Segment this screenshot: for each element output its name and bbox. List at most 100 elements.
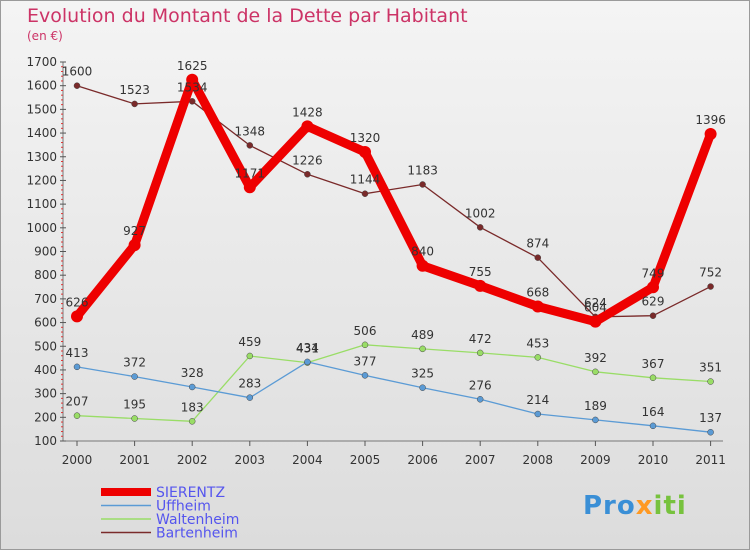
data-point-bartenheim bbox=[419, 181, 426, 188]
data-label-bartenheim: 874 bbox=[526, 237, 549, 251]
y-tick-label: 1700 bbox=[26, 55, 57, 69]
data-label-bartenheim: 624 bbox=[584, 296, 607, 310]
y-tick-label: 900 bbox=[34, 245, 57, 259]
data-label-sierentz: 1320 bbox=[350, 131, 381, 145]
data-label-sierentz: 927 bbox=[123, 224, 146, 238]
data-point-uffheim bbox=[476, 396, 484, 403]
y-tick-label: 500 bbox=[34, 339, 57, 353]
logo-part-2: x bbox=[635, 491, 654, 521]
data-label-uffheim: 164 bbox=[642, 405, 665, 419]
data-point-waltenheim bbox=[476, 349, 484, 357]
data-label-uffheim: 413 bbox=[66, 346, 89, 360]
data-point-sierentz bbox=[128, 239, 141, 252]
data-label-bartenheim: 1144 bbox=[350, 173, 381, 187]
data-point-sierentz bbox=[647, 281, 659, 294]
data-point-uffheim bbox=[592, 416, 599, 424]
y-tick-label: 300 bbox=[34, 387, 57, 401]
x-tick-label: 2010 bbox=[638, 453, 669, 467]
data-point-sierentz bbox=[589, 315, 602, 328]
data-label-sierentz: 749 bbox=[642, 266, 665, 280]
y-tick-label: 1600 bbox=[26, 79, 57, 93]
data-label-sierentz: 1428 bbox=[292, 105, 323, 119]
data-label-waltenheim: 453 bbox=[526, 336, 549, 350]
data-label-uffheim: 328 bbox=[181, 366, 204, 380]
x-tick-label: 2011 bbox=[695, 453, 726, 467]
data-label-waltenheim: 195 bbox=[123, 397, 146, 411]
logo-part-1: Pro bbox=[583, 491, 636, 521]
data-label-sierentz: 755 bbox=[469, 265, 492, 279]
y-tick-label: 1500 bbox=[26, 102, 57, 116]
data-point-bartenheim bbox=[73, 82, 81, 89]
y-tick-label: 1400 bbox=[26, 126, 57, 140]
data-point-uffheim bbox=[649, 422, 657, 430]
data-point-waltenheim bbox=[73, 412, 81, 419]
series-line-waltenheim bbox=[76, 344, 712, 422]
y-tick-label: 1100 bbox=[26, 197, 57, 211]
data-point-uffheim bbox=[361, 372, 369, 379]
data-point-bartenheim bbox=[649, 312, 657, 319]
data-label-waltenheim: 472 bbox=[469, 332, 492, 346]
x-tick-label: 2004 bbox=[292, 453, 323, 467]
data-point-bartenheim bbox=[361, 190, 369, 197]
data-label-bartenheim: 752 bbox=[699, 266, 722, 280]
data-point-waltenheim bbox=[534, 354, 542, 361]
legend-label-uffheim: Uffheim bbox=[156, 499, 211, 515]
chart-title: Evolution du Montant de la Dette par Hab… bbox=[27, 5, 468, 27]
data-point-waltenheim bbox=[131, 415, 138, 422]
data-label-sierentz: 668 bbox=[526, 285, 549, 299]
data-label-uffheim: 214 bbox=[526, 393, 549, 407]
data-label-waltenheim: 489 bbox=[411, 328, 434, 342]
data-point-waltenheim bbox=[361, 341, 369, 349]
data-point-waltenheim bbox=[707, 378, 714, 385]
y-tick-label: 1000 bbox=[26, 221, 57, 235]
data-label-sierentz: 1625 bbox=[177, 59, 208, 73]
data-label-waltenheim: 207 bbox=[66, 395, 89, 409]
data-point-sierentz bbox=[359, 146, 371, 159]
data-label-sierentz: 1171 bbox=[235, 166, 266, 180]
data-point-bartenheim bbox=[707, 283, 714, 290]
data-label-uffheim: 189 bbox=[584, 399, 607, 413]
x-tick-label: 2003 bbox=[235, 453, 266, 467]
x-tick-label: 2009 bbox=[580, 453, 611, 467]
data-label-bartenheim: 1183 bbox=[407, 163, 438, 177]
data-label-waltenheim: 431 bbox=[296, 342, 319, 356]
data-label-sierentz: 604 bbox=[584, 301, 607, 315]
x-tick-label: 2007 bbox=[465, 453, 496, 467]
series-line-sierentz bbox=[72, 75, 716, 327]
data-label-sierentz: 1396 bbox=[695, 113, 726, 127]
data-point-sierentz bbox=[186, 73, 199, 86]
data-point-waltenheim bbox=[649, 374, 657, 382]
data-point-waltenheim bbox=[246, 352, 254, 360]
y-tick-label: 100 bbox=[34, 434, 57, 448]
data-point-uffheim bbox=[73, 363, 81, 371]
data-label-uffheim: 377 bbox=[354, 354, 377, 368]
data-point-sierentz bbox=[704, 128, 717, 141]
data-point-sierentz bbox=[474, 279, 487, 292]
data-label-waltenheim: 183 bbox=[181, 400, 204, 414]
x-tick-label: 2001 bbox=[119, 453, 150, 467]
data-label-uffheim: 137 bbox=[699, 411, 722, 425]
x-tick-label: 2000 bbox=[62, 453, 93, 467]
data-point-bartenheim bbox=[246, 142, 254, 149]
data-label-sierentz: 626 bbox=[66, 295, 89, 309]
data-label-waltenheim: 392 bbox=[584, 351, 607, 365]
data-label-bartenheim: 1523 bbox=[119, 83, 150, 97]
data-point-bartenheim bbox=[304, 171, 311, 178]
data-point-waltenheim bbox=[419, 345, 426, 353]
data-label-bartenheim: 1348 bbox=[235, 124, 266, 138]
data-point-uffheim bbox=[188, 383, 196, 391]
x-tick-label: 2002 bbox=[177, 453, 208, 467]
x-tick-label: 2006 bbox=[407, 453, 438, 467]
data-label-uffheim: 325 bbox=[411, 367, 434, 381]
data-label-bartenheim: 629 bbox=[642, 295, 665, 309]
data-point-uffheim bbox=[534, 410, 542, 418]
data-point-bartenheim bbox=[476, 224, 484, 231]
data-point-sierentz bbox=[71, 310, 83, 323]
y-tick-label: 700 bbox=[34, 292, 57, 306]
data-point-waltenheim bbox=[188, 418, 196, 425]
data-label-bartenheim: 1534 bbox=[177, 80, 208, 94]
data-label-waltenheim: 459 bbox=[238, 335, 261, 349]
data-label-waltenheim: 351 bbox=[699, 361, 722, 375]
